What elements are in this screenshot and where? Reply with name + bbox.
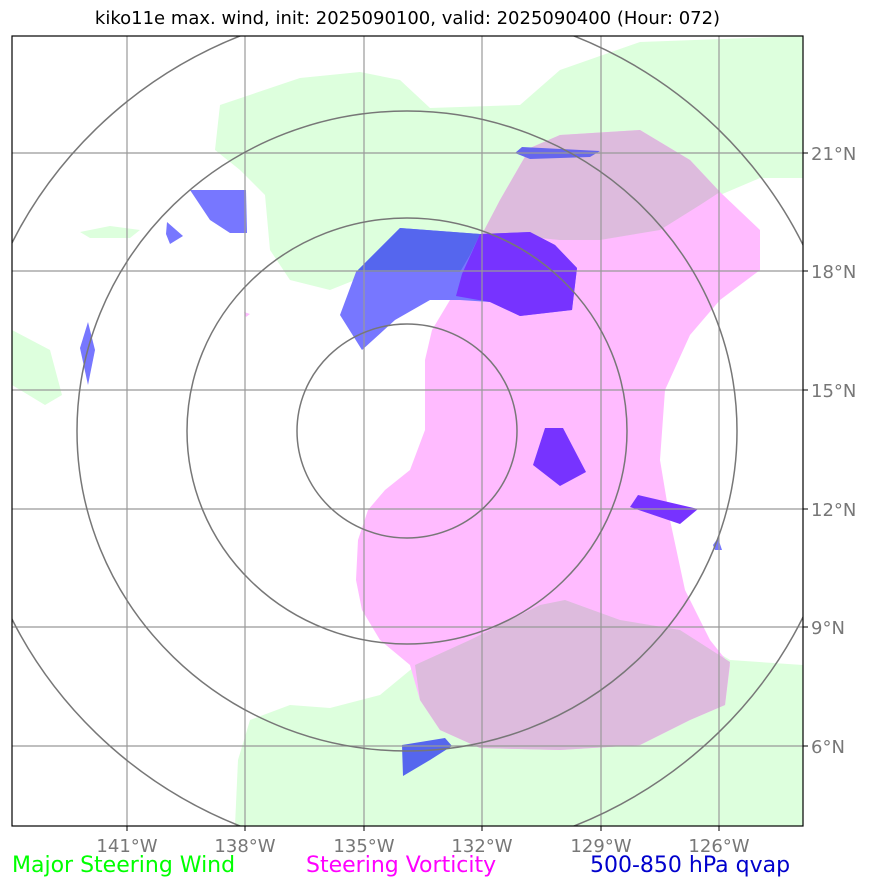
latitude-labels: 21°N 18°N 15°N 12°N 9°N 6°N <box>811 144 856 758</box>
lon-label: 138°W <box>214 836 275 857</box>
longitude-labels: 141°W 138°W 135°W 132°W 129°W 126°W <box>96 836 749 857</box>
map-axes-frame <box>11 35 804 827</box>
lon-label: 129°W <box>570 836 631 857</box>
lon-label: 141°W <box>96 836 157 857</box>
lat-label: 18°N <box>811 262 856 283</box>
qvap-main-strong <box>456 232 577 316</box>
lat-label: 9°N <box>811 618 845 639</box>
lat-label: 6°N <box>811 737 845 758</box>
range-ring-3 <box>76 110 738 752</box>
lat-label: 15°N <box>811 381 856 402</box>
range-ring-2 <box>186 217 628 645</box>
qvap-northwest <box>190 190 247 233</box>
legend-qvap: 500-850 hPa qvap <box>590 853 791 878</box>
qvap-south <box>402 738 452 776</box>
map-title: kiko11e max. wind, init: 2025090100, val… <box>94 8 721 29</box>
lon-label: 126°W <box>688 836 749 857</box>
qvap-small-west <box>166 222 183 244</box>
steering-wind-west-strip <box>80 226 140 238</box>
qvap-areas <box>80 147 722 776</box>
range-rings <box>12 36 803 826</box>
range-ring-1 <box>296 323 518 539</box>
lat-label: 21°N <box>811 144 856 165</box>
vorticity-overlap-south <box>415 600 730 750</box>
qvap-main-darker <box>356 228 480 272</box>
lon-label: 135°W <box>333 836 394 857</box>
lon-label: 132°W <box>451 836 512 857</box>
gridlines <box>12 36 803 826</box>
axis-ticks <box>126 152 808 831</box>
legend-steering-wind: Major Steering Wind <box>12 853 236 878</box>
qvap-east-center <box>533 428 586 486</box>
legend-steering-vorticity: Steering Vorticity <box>306 853 497 878</box>
steering-wind-west-edge <box>12 330 62 405</box>
lat-label: 12°N <box>811 500 856 521</box>
